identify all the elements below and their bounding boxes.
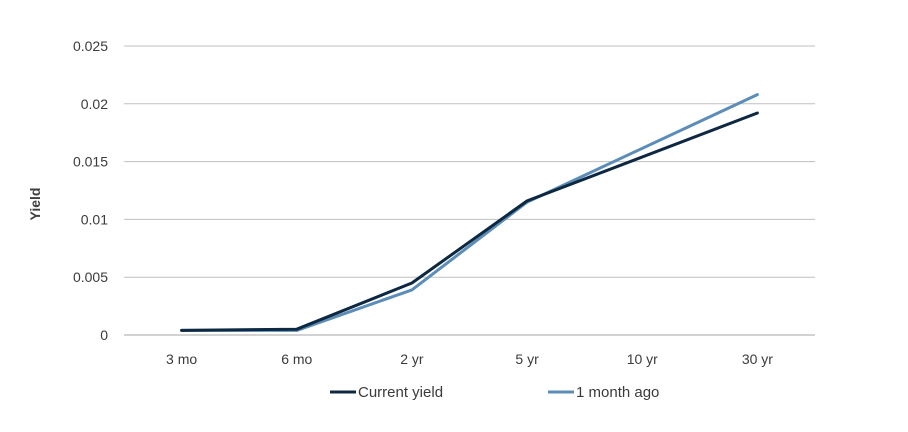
x-tick-label-2: 2 yr [400, 351, 424, 367]
legend: Current yield 1 month ago [330, 384, 659, 401]
series-lines [180, 93, 759, 332]
y-tick-label-4: 0.02 [81, 96, 108, 112]
legend-label-1: 1 month ago [576, 384, 659, 401]
x-tick-label-3: 5 yr [515, 351, 539, 367]
x-axis-ticks: 3 mo 6 mo 2 yr 5 yr 10 yr 30 yr [166, 351, 773, 367]
x-tick-label-4: 10 yr [627, 351, 658, 367]
x-tick-label-0: 3 mo [166, 351, 197, 367]
gridlines [124, 45, 815, 336]
y-axis-title: Yield [27, 188, 43, 221]
x-tick-label-5: 30 yr [742, 351, 773, 367]
legend-label-0: Current yield [358, 384, 443, 401]
y-tick-label-2: 0.01 [81, 211, 108, 227]
y-axis-ticks: 0 0.005 0.01 0.015 0.02 0.025 [73, 38, 108, 343]
y-tick-label-0: 0 [100, 327, 108, 343]
series-line-0 [180, 111, 759, 332]
x-tick-label-1: 6 mo [281, 351, 312, 367]
series-line-1 [180, 93, 759, 332]
y-tick-label-3: 0.015 [73, 154, 108, 170]
y-tick-label-5: 0.025 [73, 38, 108, 54]
y-tick-label-1: 0.005 [73, 269, 108, 285]
